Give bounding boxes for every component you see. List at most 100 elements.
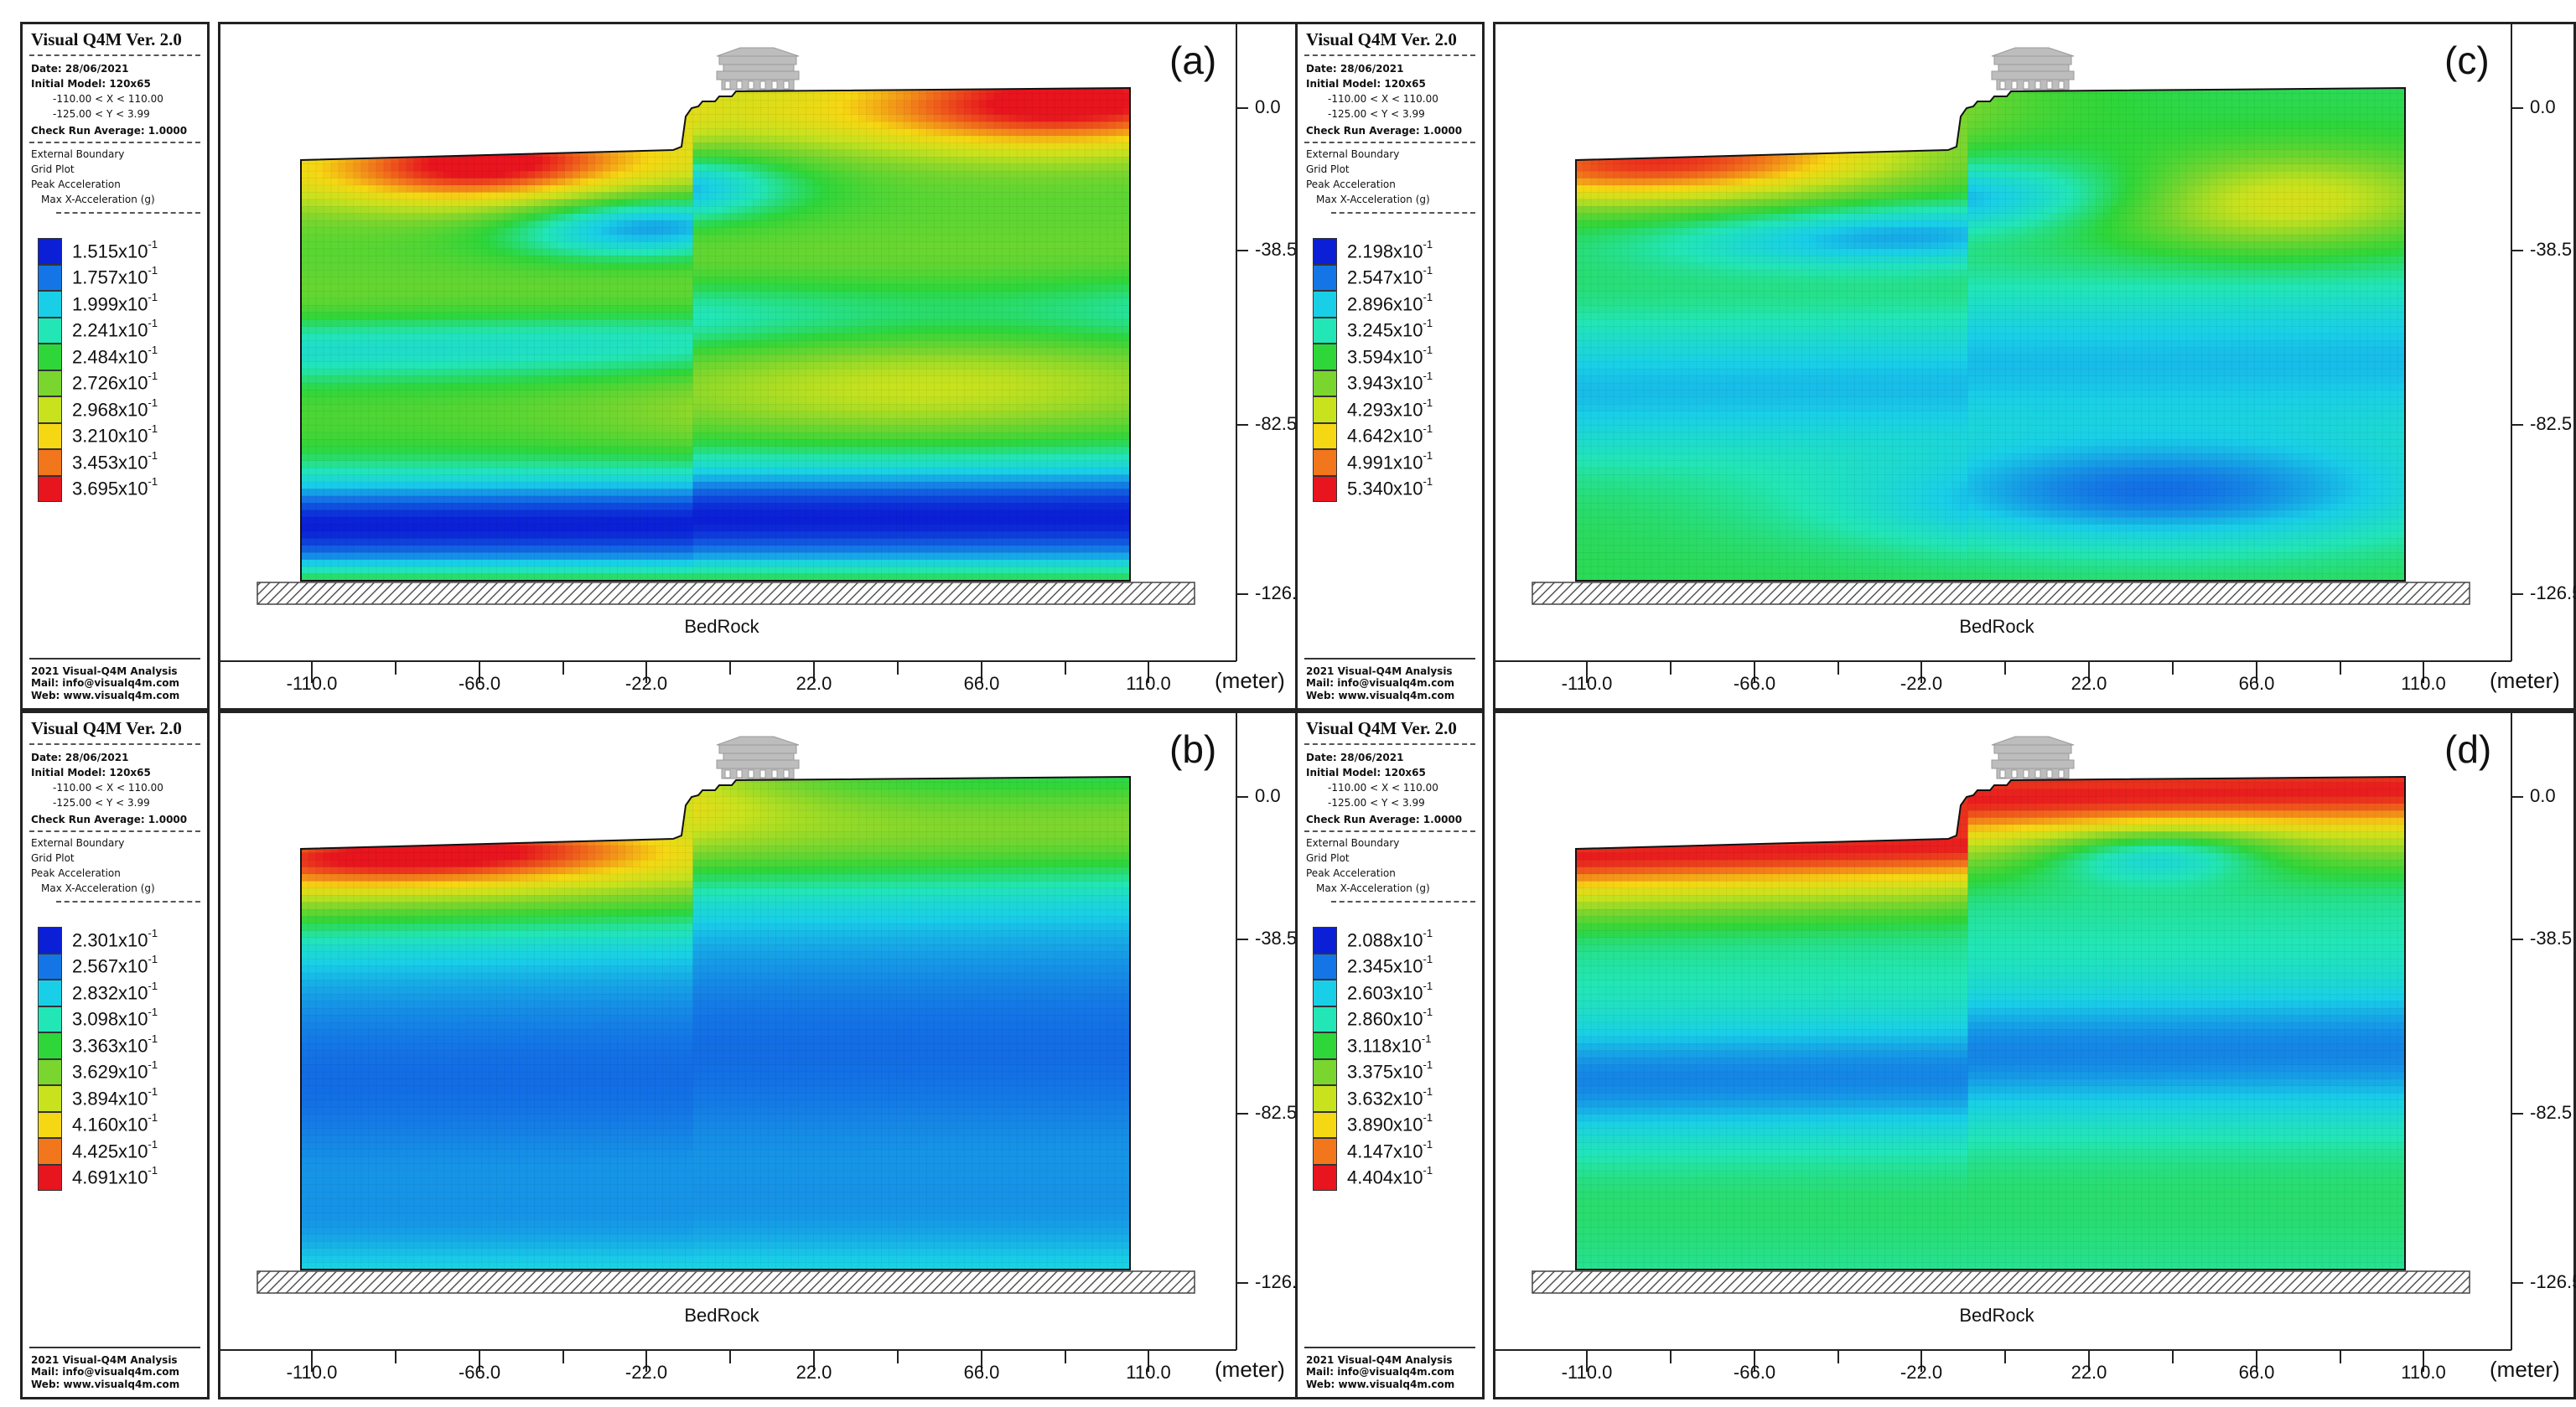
panel-b: Visual Q4M Ver. 2.0 Date: 28/06/2021 Initi… [20, 711, 1307, 1399]
x-tick-label: 66.0 [2239, 673, 2275, 695]
legend-swatch [38, 927, 62, 954]
legend-swatch [1313, 396, 1337, 423]
color-legend: 1.515x10-1 1.757x10-1 1.999x10-1 2.241x10-1… [38, 238, 158, 502]
external-boundary-label: External Boundary [1306, 837, 1399, 849]
divider [1331, 212, 1475, 214]
contour-plot [1495, 713, 2523, 1372]
legend-entry: 3.629x10-1 [38, 1058, 158, 1085]
plot-area-panel-b: (b) 0.0 -38.5 -82.5 -126.5 -110.0 -66.0 -22.0 22… [218, 711, 1307, 1399]
grid-plot-label: Grid Plot [1306, 163, 1350, 175]
y-range-label: -125.00 < Y < 3.99 [53, 797, 150, 809]
legend-swatch [1313, 475, 1337, 502]
plot-area-panel-a: (a) 0.0 -38.5 -82.5 -126.5 -110.0 -66.0 -22.0 22… [218, 22, 1307, 711]
legend-swatch [1313, 927, 1337, 954]
footer-credits: 2021 Visual-Q4M Analysis Mail: info@visua… [31, 665, 179, 702]
x-tick-label: -110.0 [287, 1362, 338, 1384]
acceleration-field [301, 88, 1130, 581]
legend-value: 2.301x10-1 [72, 927, 158, 951]
legend-value: 3.118x10-1 [1347, 1032, 1431, 1057]
legend-swatch [38, 317, 62, 344]
legend-swatch [38, 1032, 62, 1059]
x-tick-label: 22.0 [2071, 1362, 2107, 1384]
legend-entry: 2.832x10-1 [38, 980, 158, 1006]
legend-entry: 3.890x10-1 [1313, 1111, 1433, 1138]
legend-swatch [1313, 1138, 1337, 1165]
x-axis-unit: (meter) [2490, 1357, 2560, 1383]
divider [29, 142, 200, 143]
y-tick-label: 0.0 [2530, 96, 2556, 118]
legend-value: 3.210x10-1 [72, 422, 158, 447]
legend-entry: 4.642x10-1 [1313, 422, 1433, 449]
x-tick-label: 66.0 [964, 673, 1000, 695]
legend-entry: 2.968x10-1 [38, 396, 158, 423]
legend-swatch [38, 1085, 62, 1112]
date-label: Date: 28/06/2021 [31, 63, 128, 75]
legend-entry: 3.245x10-1 [1313, 317, 1433, 344]
legend-value: 2.860x10-1 [1347, 1006, 1433, 1030]
x-tick-label: -22.0 [1900, 673, 1942, 695]
legend-entry: 4.404x10-1 [1313, 1164, 1433, 1191]
building-icon [1991, 47, 2075, 91]
legend-swatch [38, 264, 62, 291]
app-title: Visual Q4M Ver. 2.0 [1306, 29, 1457, 50]
footer-credits: 2021 Visual-Q4M Analysis Mail: info@visua… [31, 1354, 179, 1391]
legend-value: 3.245x10-1 [1347, 317, 1433, 341]
external-boundary-label: External Boundary [31, 148, 124, 160]
x-tick-label: 22.0 [796, 673, 832, 695]
legend-swatch [1313, 238, 1337, 265]
legend-entry: 2.088x10-1 [1313, 927, 1433, 954]
peak-acceleration-label: Peak Acceleration [1306, 867, 1396, 879]
divider [1304, 1347, 1475, 1348]
contour-plot [220, 713, 1248, 1372]
x-tick-label: 66.0 [964, 1362, 1000, 1384]
divider [1304, 743, 1475, 745]
legend-value: 1.515x10-1 [72, 238, 158, 262]
legend-value: 2.896x10-1 [1347, 291, 1433, 315]
peak-acceleration-label: Peak Acceleration [31, 867, 121, 879]
plot-area-panel-d: (d) 0.0 -38.5 -82.5 -126.5 -110.0 -66.0 -22.0 22… [1493, 711, 2576, 1399]
bedrock-layer [1532, 1270, 2470, 1294]
legend-entry: 2.567x10-1 [38, 953, 158, 980]
legend-entry: 1.515x10-1 [38, 238, 158, 265]
x-range-label: -110.00 < X < 110.00 [53, 782, 163, 794]
divider [29, 658, 200, 660]
legend-panel-c: Visual Q4M Ver. 2.0 Date: 28/06/2021 Initi… [1295, 22, 1485, 711]
divider [29, 830, 200, 832]
x-tick-label: 110.0 [2401, 1362, 2445, 1384]
legend-value: 3.453x10-1 [72, 449, 158, 473]
y-tick-label: -82.5 [2530, 413, 2572, 435]
color-legend: 2.088x10-1 2.345x10-1 2.603x10-1 2.860x10-1… [1313, 927, 1433, 1191]
x-range-label: -110.00 < X < 110.00 [53, 93, 163, 105]
legend-entry: 3.453x10-1 [38, 449, 158, 476]
legend-entry: 3.098x10-1 [38, 1006, 158, 1032]
legend-swatch [38, 344, 62, 370]
x-tick-label: -110.0 [287, 673, 338, 695]
external-boundary-label: External Boundary [31, 837, 124, 849]
check-run-label: Check Run Average: 1.0000 [31, 125, 187, 137]
legend-value: 2.567x10-1 [72, 953, 158, 977]
panel-letter: (b) [1169, 727, 1216, 772]
divider [29, 743, 200, 745]
panel-letter: (a) [1169, 38, 1216, 83]
legend-value: 2.832x10-1 [72, 980, 158, 1004]
legend-entry: 2.860x10-1 [1313, 1006, 1433, 1032]
legend-swatch [38, 1058, 62, 1085]
legend-swatch [38, 1111, 62, 1138]
y-tick-label: -38.5 [2530, 928, 2572, 949]
legend-panel-a: Visual Q4M Ver. 2.0 Date: 28/06/2021 Initi… [20, 22, 210, 711]
x-tick-label: 66.0 [2239, 1362, 2275, 1384]
legend-entry: 2.547x10-1 [1313, 264, 1433, 291]
x-tick-label: -22.0 [625, 673, 667, 695]
peak-acceleration-label: Peak Acceleration [31, 178, 121, 190]
legend-value: 3.594x10-1 [1347, 344, 1433, 368]
legend-entry: 4.160x10-1 [38, 1111, 158, 1138]
legend-value: 4.404x10-1 [1347, 1164, 1433, 1188]
app-title: Visual Q4M Ver. 2.0 [31, 718, 182, 739]
legend-entry: 3.363x10-1 [38, 1032, 158, 1059]
panel-letter: (c) [2444, 38, 2490, 83]
legend-entry: 2.726x10-1 [38, 370, 158, 396]
x-tick-label: 110.0 [2401, 673, 2445, 695]
legend-value: 4.991x10-1 [1347, 449, 1433, 473]
divider [56, 901, 200, 903]
legend-value: 3.943x10-1 [1347, 370, 1433, 394]
